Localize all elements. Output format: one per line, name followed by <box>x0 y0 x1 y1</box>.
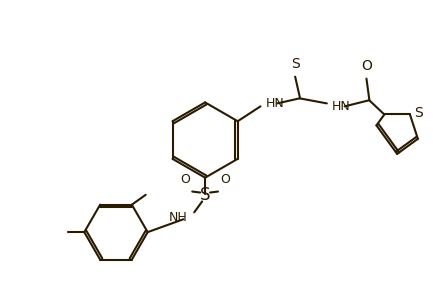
Text: HN: HN <box>265 97 284 110</box>
Text: O: O <box>181 173 190 185</box>
Text: NH: NH <box>168 211 187 224</box>
Text: S: S <box>291 57 300 71</box>
Text: S: S <box>414 105 423 120</box>
Text: HN: HN <box>332 100 351 113</box>
Text: S: S <box>200 187 210 204</box>
Text: O: O <box>220 173 230 185</box>
Text: O: O <box>361 59 372 73</box>
